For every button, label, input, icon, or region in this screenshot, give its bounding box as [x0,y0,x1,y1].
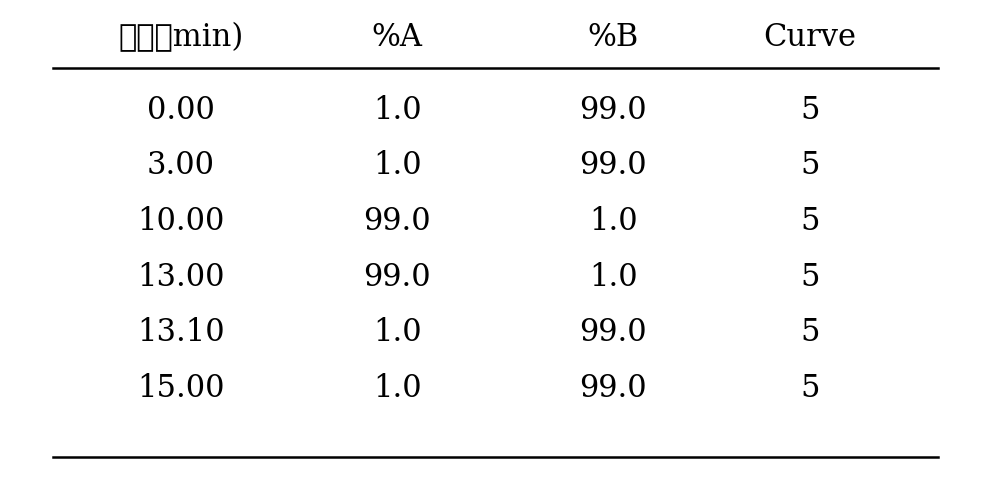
Text: 5: 5 [800,150,820,181]
Text: 1.0: 1.0 [373,373,421,404]
Text: 1.0: 1.0 [589,206,638,237]
Text: 3.00: 3.00 [147,150,215,181]
Text: 5: 5 [800,373,820,404]
Text: 0.00: 0.00 [147,95,215,126]
Text: 5: 5 [800,95,820,126]
Text: Curve: Curve [763,22,856,53]
Text: 15.00: 15.00 [138,373,225,404]
Text: 1.0: 1.0 [373,150,421,181]
Text: 99.0: 99.0 [364,262,431,293]
Text: 1.0: 1.0 [373,95,421,126]
Text: 13.10: 13.10 [137,317,225,348]
Text: 99.0: 99.0 [580,95,647,126]
Text: 13.00: 13.00 [138,262,225,293]
Text: %A: %A [372,22,423,53]
Text: 时间（min): 时间（min) [118,22,244,53]
Text: 5: 5 [800,262,820,293]
Text: 5: 5 [800,206,820,237]
Text: 99.0: 99.0 [580,150,647,181]
Text: 1.0: 1.0 [589,262,638,293]
Text: 10.00: 10.00 [138,206,225,237]
Text: 1.0: 1.0 [373,317,421,348]
Text: %B: %B [588,22,639,53]
Text: 99.0: 99.0 [580,373,647,404]
Text: 5: 5 [800,317,820,348]
Text: 99.0: 99.0 [364,206,431,237]
Text: 99.0: 99.0 [580,317,647,348]
